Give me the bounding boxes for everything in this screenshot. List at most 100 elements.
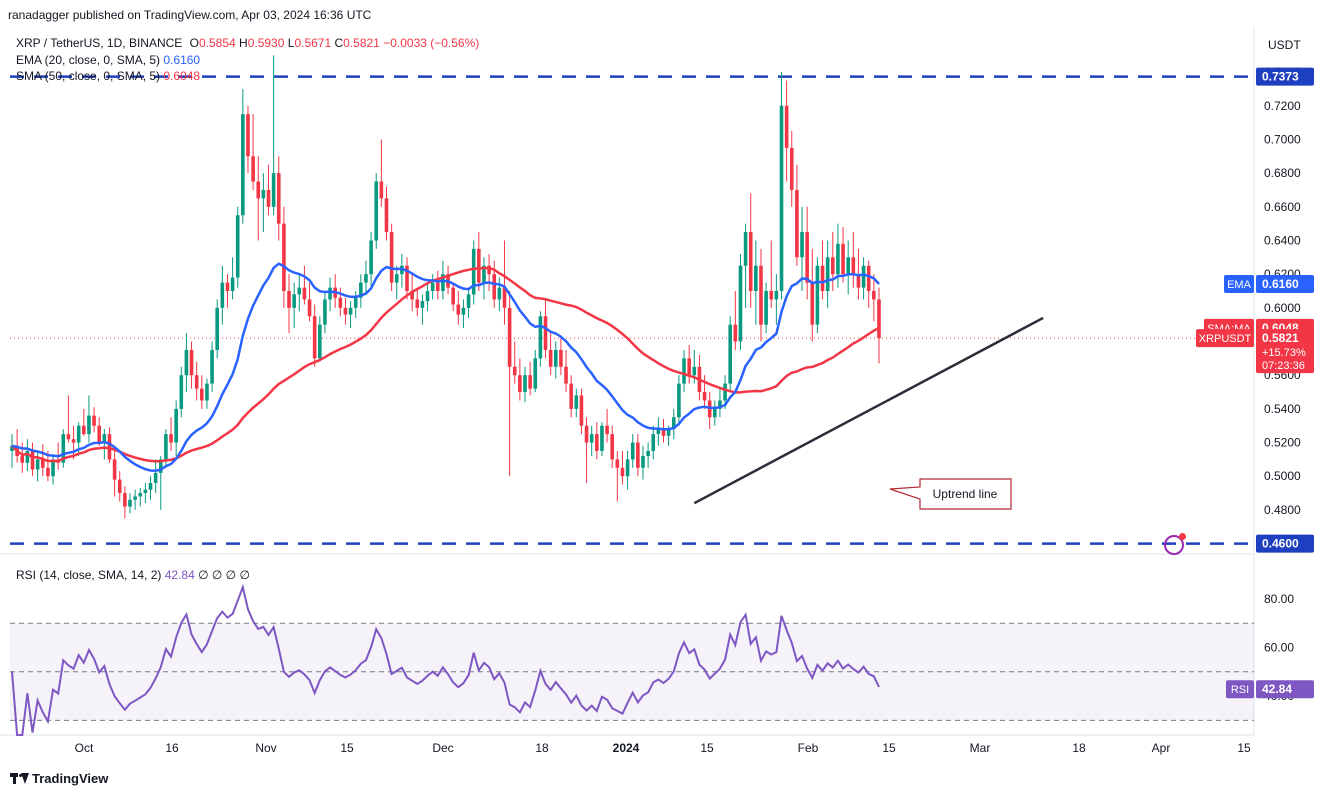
candle-body: [318, 324, 322, 359]
candle-body: [553, 349, 558, 367]
price-tick-label: 0.7200: [1264, 99, 1301, 113]
candle-body: [656, 429, 661, 435]
candle-body: [430, 282, 435, 291]
candle-body: [789, 147, 794, 190]
candle-body: [338, 297, 343, 308]
price-tick-label: 0.6800: [1264, 166, 1301, 180]
time-tick-label: Nov: [255, 741, 276, 755]
high-value: 0.5930: [247, 36, 285, 50]
candle-body: [292, 294, 296, 308]
candle-body: [394, 274, 399, 283]
candle-body: [235, 215, 240, 278]
ema-legend-label: EMA (20, close, 0, SMA, 5): [16, 53, 161, 67]
uptrend-line-segment: [693, 316, 1044, 505]
candle-body: [831, 257, 835, 275]
candle-body: [579, 395, 584, 426]
candle-body: [241, 114, 245, 216]
ema-tag: EMA: [1227, 279, 1252, 291]
candle-body: [497, 287, 502, 300]
candle-body: [30, 450, 35, 470]
candle-body: [312, 316, 317, 359]
candle-body: [471, 248, 476, 295]
tradingview-logo-icon: [10, 773, 29, 784]
candle-body: [651, 434, 656, 451]
candle-body: [97, 425, 102, 443]
candle-body: [441, 274, 445, 291]
horizontal-levels: [10, 75, 1254, 545]
resistance-price-tag-bg: [1256, 67, 1314, 86]
uptrend-line[interactable]: Uptrend line: [693, 316, 1044, 510]
tradingview-brand[interactable]: TradingView: [10, 771, 108, 786]
candle-body: [805, 232, 809, 283]
candle-body: [487, 265, 491, 275]
rsi-legend[interactable]: RSI (14, close, SMA, 14, 2) 42.84 ∅ ∅ ∅ …: [16, 568, 250, 582]
candle-body: [461, 307, 466, 315]
price-tags: 0.73730.46000.61600.6048EMASMA:MAXRPUSDT…: [1196, 67, 1314, 699]
change-value: −0.0033 (−0.56%): [383, 36, 480, 50]
candle-body: [82, 425, 86, 435]
ema-price-tag: 0.6160: [1262, 277, 1299, 291]
moving-averages: [11, 262, 880, 472]
candle-body: [738, 265, 743, 342]
candle-body: [133, 496, 137, 500]
currency-label[interactable]: USDT: [1268, 38, 1301, 52]
candle-body: [723, 383, 727, 401]
candle-body: [194, 375, 199, 389]
candle-body: [877, 299, 881, 339]
price-tick-label: 0.5400: [1264, 402, 1301, 416]
candle-body: [307, 299, 312, 317]
candle-body: [512, 366, 517, 376]
candle-body: [384, 198, 389, 233]
candle-body: [389, 232, 394, 283]
rsi-tag-bg: [1226, 680, 1254, 699]
candle-body: [405, 265, 409, 291]
candle-body: [754, 265, 758, 291]
ema-20-line: [11, 262, 880, 472]
candle-body: [112, 459, 117, 480]
candle-body: [189, 349, 194, 376]
candle-body: [282, 223, 286, 291]
candle-body: [502, 287, 507, 308]
candle-body: [215, 307, 219, 350]
candle-body: [87, 415, 91, 435]
candle-body: [851, 257, 856, 275]
price-tick-label: 0.6000: [1264, 301, 1301, 315]
candle-body: [266, 189, 271, 207]
price-tick-label: 0.7000: [1264, 132, 1301, 146]
candle-body: [620, 467, 625, 477]
candle-body: [589, 434, 594, 443]
candle-body: [466, 294, 471, 308]
candle-body: [564, 366, 568, 384]
candle-body: [482, 265, 486, 283]
candle-body: [825, 257, 830, 291]
alert-icon[interactable]: [1164, 533, 1186, 555]
support-price-tag: 0.4600: [1262, 537, 1299, 551]
symbol-name[interactable]: XRP / TetherUS, 1D, BINANCE: [16, 36, 183, 50]
low-value: 0.5671: [294, 36, 332, 50]
candle-body: [646, 450, 650, 457]
candle-body: [692, 366, 697, 376]
ema-legend[interactable]: EMA (20, close, 0, SMA, 5) 0.6160: [16, 53, 200, 67]
time-tick-label: 15: [882, 741, 896, 755]
time-tick-label: Mar: [970, 741, 991, 755]
current-price-value: 0.5821: [1262, 331, 1299, 345]
sma-50-line: [11, 266, 880, 463]
candle-body: [641, 456, 645, 468]
support-price-tag-bg: [1256, 534, 1314, 553]
candle-body: [435, 282, 440, 291]
close-label: C: [334, 36, 344, 50]
sma-legend[interactable]: SMA (50, close, 0, SMA, 5) 0.6048: [16, 69, 200, 83]
open-label: O: [189, 36, 199, 50]
candle-body: [759, 265, 763, 325]
candle-body: [543, 316, 548, 350]
candle-body: [251, 156, 255, 182]
candle-body: [728, 324, 732, 384]
candle-body: [518, 375, 522, 393]
low-label: L: [287, 36, 295, 50]
candle-body: [687, 358, 691, 376]
candle-body: [92, 415, 96, 426]
candle-body: [359, 282, 363, 298]
candle-body: [246, 114, 250, 157]
published-by: ranadagger published on TradingView.com,…: [8, 8, 372, 22]
